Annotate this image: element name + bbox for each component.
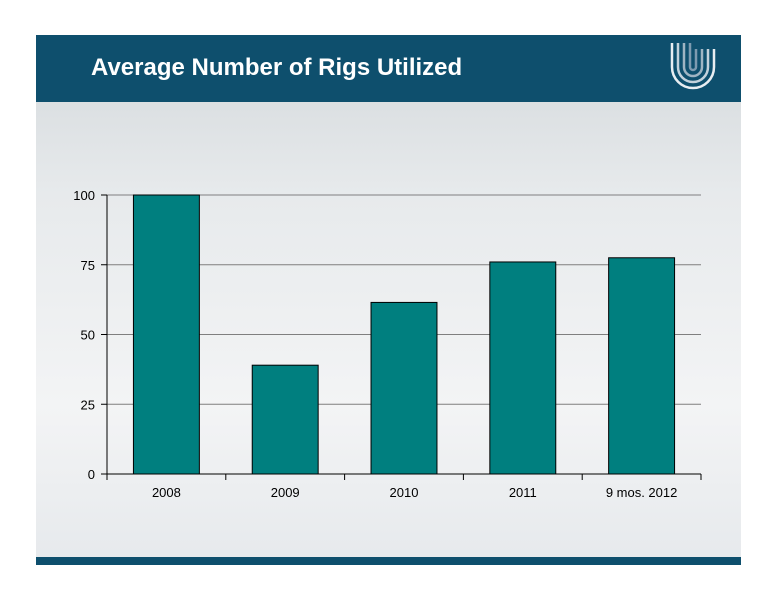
axis-labels: 0 25 50 75 100 2008 2009 2010 2011 9 mos. 2012 [73,188,677,500]
x-tick-label: 2009 [271,485,300,500]
bar [608,257,676,475]
y-tick-label: 0 [88,467,95,482]
y-tick-label: 100 [73,188,95,203]
y-tick-label: 75 [81,258,95,273]
bar [132,194,200,475]
y-tick-label: 25 [81,397,95,412]
y-tick-label: 50 [81,328,95,343]
bar [489,261,557,475]
axes [101,194,702,480]
footer-bar [36,557,741,565]
x-tick-label: 2008 [152,485,181,500]
page-title: Average Number of Rigs Utilized [91,54,463,81]
bars [132,194,676,475]
bar [370,301,438,475]
x-tick-label: 2011 [509,485,537,500]
slide: Average Number of Rigs Utilized 0 25 50 75 1… [36,35,741,565]
x-tick-label: 9 mos. 2012 [606,485,678,500]
header-bar: Average Number of Rigs Utilized [36,35,741,102]
x-tick-label: 2010 [390,485,419,500]
grid-lines [107,194,701,405]
company-logo-u-icon [670,43,716,90]
bar-chart: 0 25 50 75 100 2008 2009 2010 2011 9 mos. 2012 [73,188,702,500]
bar [251,364,319,475]
